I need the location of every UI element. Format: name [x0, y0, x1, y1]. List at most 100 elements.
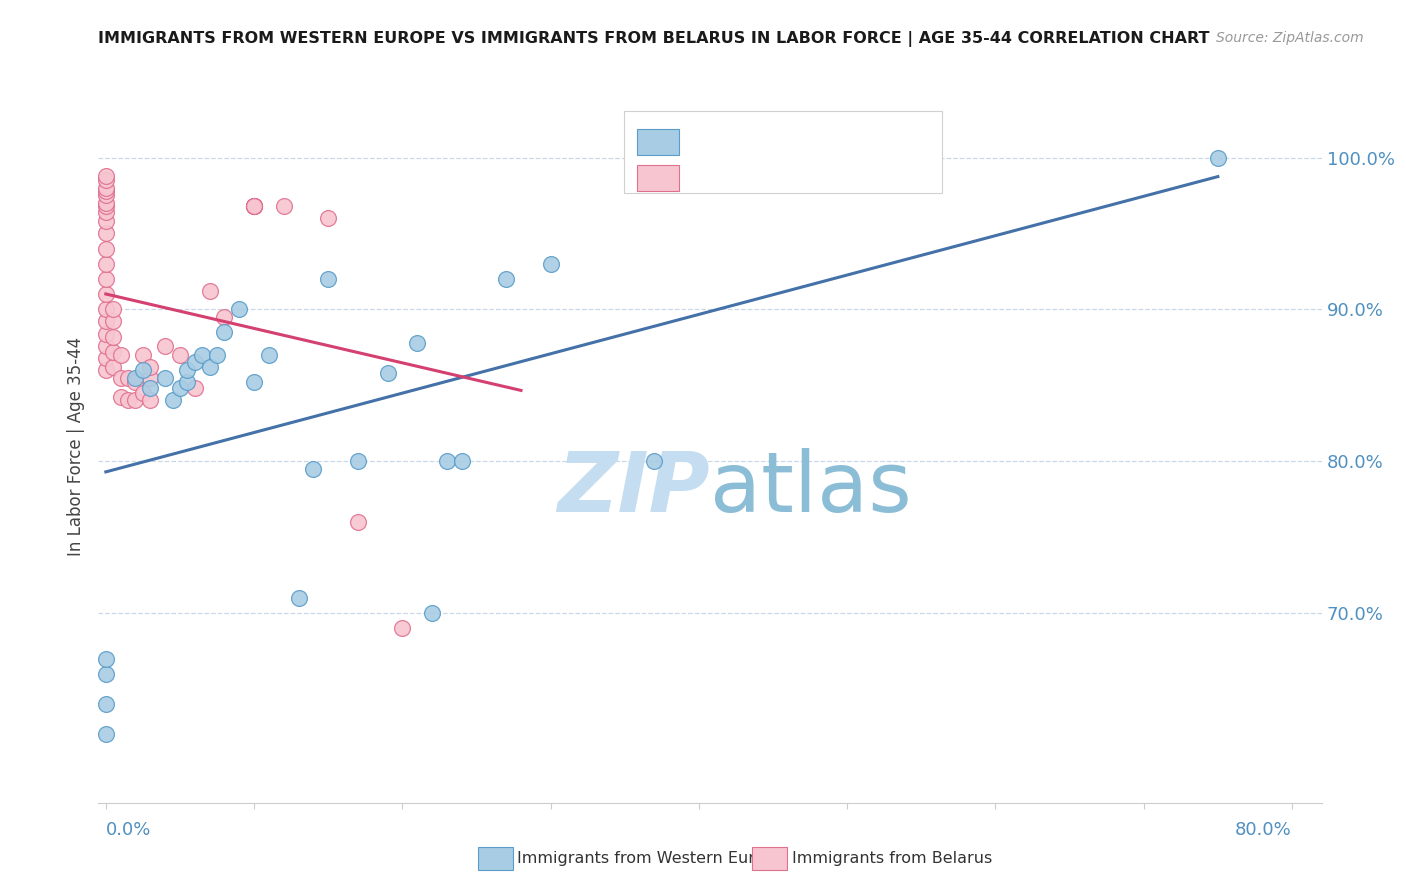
- Point: [103, 329, 125, 343]
- Bar: [637, 129, 679, 154]
- Point: [420, 606, 443, 620]
- Point: [94, 214, 117, 228]
- Text: N = 72: N = 72: [827, 169, 894, 187]
- Point: [198, 284, 221, 298]
- Point: [124, 370, 146, 384]
- Point: [103, 359, 125, 374]
- Text: atlas: atlas: [710, 449, 911, 529]
- Point: [273, 199, 295, 213]
- Point: [94, 363, 117, 377]
- Point: [176, 376, 198, 390]
- Point: [103, 344, 125, 359]
- Point: [243, 199, 266, 213]
- Point: [169, 381, 191, 395]
- Point: [205, 348, 228, 362]
- Point: [184, 355, 207, 369]
- Point: [94, 199, 117, 213]
- Text: R = 0.356: R = 0.356: [692, 169, 790, 187]
- Point: [94, 272, 117, 286]
- Text: ZIP: ZIP: [557, 449, 710, 529]
- Point: [176, 363, 198, 377]
- Point: [94, 169, 117, 183]
- Point: [287, 591, 309, 605]
- Point: [110, 348, 132, 362]
- Point: [117, 393, 139, 408]
- Point: [243, 199, 266, 213]
- Point: [643, 454, 665, 468]
- Point: [110, 391, 132, 405]
- Text: Source: ZipAtlas.com: Source: ZipAtlas.com: [1216, 31, 1364, 45]
- Point: [450, 454, 472, 468]
- Point: [495, 272, 517, 286]
- Point: [347, 454, 370, 468]
- Point: [228, 302, 250, 317]
- Point: [94, 242, 117, 256]
- Point: [198, 359, 221, 374]
- Point: [103, 314, 125, 328]
- Point: [94, 196, 117, 211]
- Bar: [637, 165, 679, 191]
- Point: [191, 348, 214, 362]
- Point: [94, 257, 117, 271]
- Point: [94, 302, 117, 317]
- Point: [214, 310, 236, 324]
- Point: [139, 370, 162, 384]
- Point: [94, 326, 117, 341]
- Point: [94, 339, 117, 353]
- Point: [406, 335, 429, 350]
- Y-axis label: In Labor Force | Age 35-44: In Labor Force | Age 35-44: [67, 336, 86, 556]
- Point: [139, 381, 162, 395]
- Point: [316, 211, 339, 226]
- Point: [184, 381, 207, 395]
- Point: [132, 363, 155, 377]
- Text: R = 0.481: R = 0.481: [692, 133, 790, 151]
- Point: [214, 325, 236, 339]
- Point: [436, 454, 458, 468]
- Point: [347, 515, 370, 529]
- Point: [153, 370, 176, 384]
- Point: [94, 287, 117, 301]
- Text: Immigrants from Western Europe: Immigrants from Western Europe: [517, 851, 785, 865]
- Point: [94, 314, 117, 328]
- Point: [162, 393, 184, 408]
- Point: [94, 181, 117, 195]
- Point: [94, 351, 117, 365]
- Point: [94, 666, 117, 681]
- Text: 80.0%: 80.0%: [1236, 821, 1292, 839]
- Point: [103, 302, 125, 317]
- Point: [243, 376, 266, 390]
- Point: [169, 348, 191, 362]
- Point: [132, 348, 155, 362]
- Point: [316, 272, 339, 286]
- FancyBboxPatch shape: [624, 111, 942, 193]
- Point: [94, 697, 117, 711]
- Point: [243, 199, 266, 213]
- Point: [153, 339, 176, 353]
- Point: [110, 370, 132, 384]
- Point: [139, 393, 162, 408]
- Point: [243, 199, 266, 213]
- Point: [94, 227, 117, 241]
- Text: IMMIGRANTS FROM WESTERN EUROPE VS IMMIGRANTS FROM BELARUS IN LABOR FORCE | AGE 3: IMMIGRANTS FROM WESTERN EUROPE VS IMMIGR…: [98, 31, 1211, 47]
- Point: [124, 393, 146, 408]
- Point: [243, 199, 266, 213]
- Point: [1206, 151, 1229, 165]
- Point: [257, 348, 280, 362]
- Point: [243, 199, 266, 213]
- Text: 0.0%: 0.0%: [105, 821, 152, 839]
- Point: [132, 385, 155, 400]
- Point: [117, 370, 139, 384]
- Point: [302, 462, 325, 476]
- Point: [94, 651, 117, 665]
- Point: [540, 257, 562, 271]
- Point: [391, 621, 413, 635]
- Point: [94, 205, 117, 219]
- Point: [94, 188, 117, 202]
- Point: [94, 173, 117, 187]
- Point: [139, 359, 162, 374]
- Point: [94, 727, 117, 741]
- Point: [124, 376, 146, 390]
- Point: [377, 366, 399, 380]
- Text: Immigrants from Belarus: Immigrants from Belarus: [792, 851, 991, 865]
- Point: [94, 184, 117, 198]
